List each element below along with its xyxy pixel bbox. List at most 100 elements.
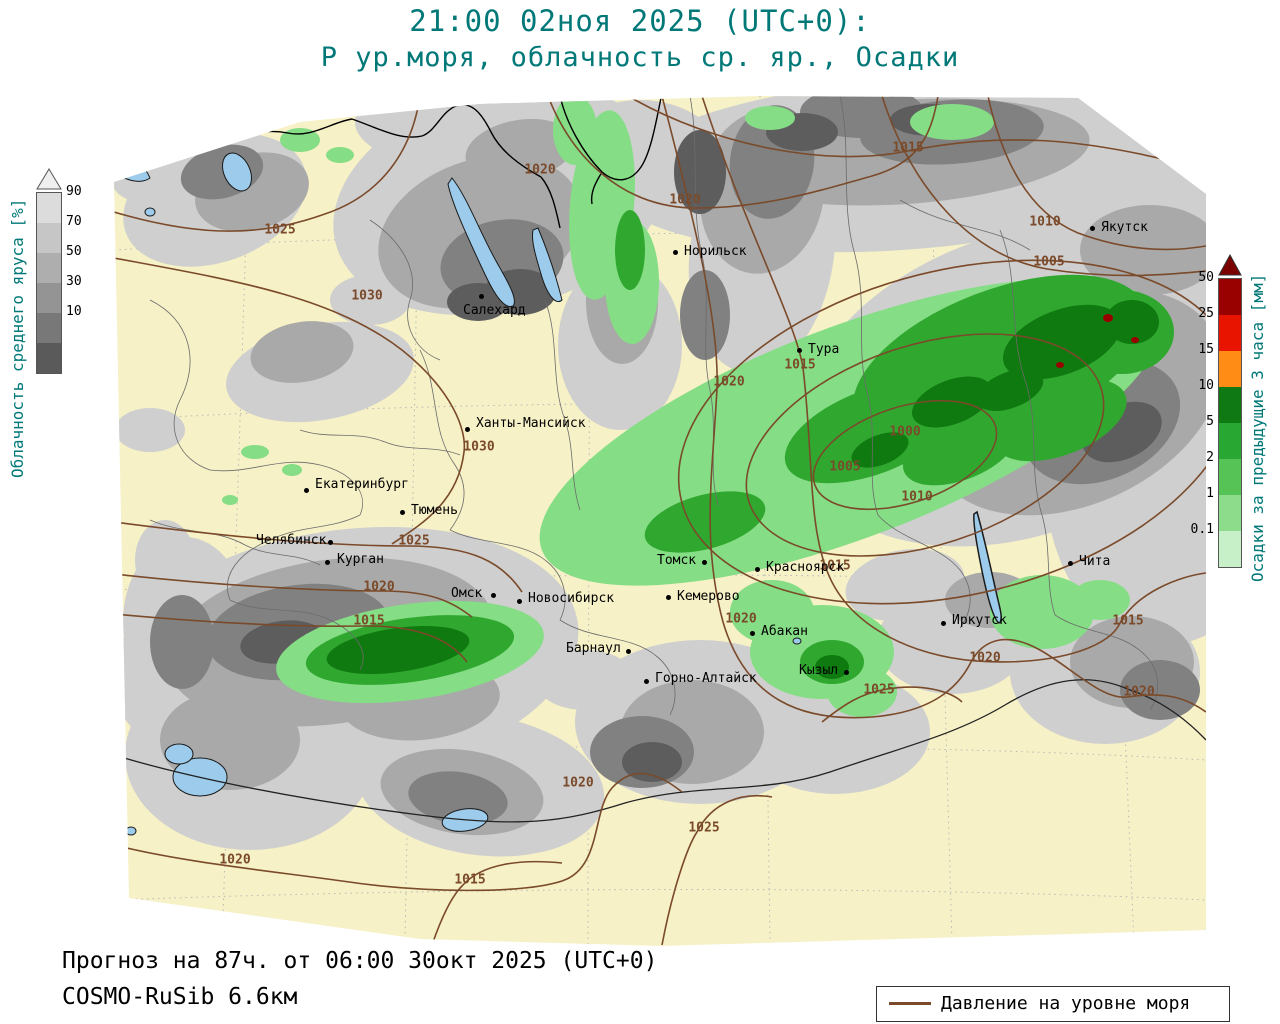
colorbar-segment [37, 343, 61, 373]
city-dot [941, 621, 946, 626]
colorbar-segment [37, 193, 61, 223]
city-dot [517, 599, 522, 604]
isobar-label: 1020 [562, 775, 594, 791]
colorbar-tick: 90 [66, 184, 82, 199]
colorbar-tick: 50 [1198, 270, 1214, 285]
title-variables: Р ур.моря, облачность ср. яр., Осадки [320, 42, 960, 73]
isobar-label: 1020 [713, 374, 745, 390]
title-datetime: 21:00 02ноя 2025 (UTC+0): [409, 4, 871, 38]
precip-colorbar [1218, 278, 1242, 568]
isobar-label: 1010 [1029, 214, 1061, 230]
city-label: Абакан [761, 624, 808, 639]
isobar-label: 1020 [725, 611, 757, 627]
model-info: COSMO-RuSib 6.6км [62, 984, 298, 1010]
colorbar-segment [37, 313, 61, 343]
city-dot [626, 649, 631, 654]
colorbar-tick: 30 [66, 274, 82, 289]
water-bodies [114, 149, 1002, 836]
city-dot [1090, 226, 1095, 231]
isobar-label: 1015 [819, 558, 851, 574]
city-dot [673, 250, 678, 255]
city-label: Тура [808, 342, 840, 357]
isobar-label: 1020 [669, 192, 701, 208]
city-label: Омск [451, 586, 483, 601]
isobar-label: 1020 [1123, 684, 1155, 700]
colorbar-tick: 25 [1198, 306, 1214, 321]
colorbar-segment [1219, 315, 1241, 351]
city-dot [465, 427, 470, 432]
colorbar-tick: 5 [1206, 414, 1214, 429]
city-label: Кызыл [799, 663, 839, 678]
precip-colorbar-label: Осадки за предыдущие 3 часа [мм] [1248, 273, 1267, 582]
city-dot [844, 670, 849, 675]
precip-up-arrow-icon [1218, 254, 1242, 276]
isobar-label: 1010 [901, 489, 933, 505]
forecast-info: Прогноз на 87ч. от 06:00 30окт 2025 (UTC… [62, 948, 658, 974]
colorbar-segment [37, 283, 61, 313]
isobar-label: 1030 [463, 439, 495, 455]
colorbar-segment [1219, 387, 1241, 423]
city-label: Челябинск [256, 533, 327, 548]
cloudiness-colorbar [36, 192, 62, 374]
isobar-label: 1005 [829, 459, 861, 475]
city-label: Томск [657, 553, 697, 568]
colorbar-tick: 15 [1198, 342, 1214, 357]
colorbar-segment [1219, 531, 1241, 567]
city-label: Норильск [684, 244, 747, 259]
city-dot [797, 348, 802, 353]
cloudiness-colorbar-label: Облачность среднего яруса [%] [8, 198, 27, 478]
city-label: Барнаул [566, 641, 621, 656]
precip-layer-heavy [326, 300, 1159, 679]
colorbar-tick: 10 [1198, 378, 1214, 393]
city-dot [304, 488, 309, 493]
city-dot [666, 595, 671, 600]
colorbar-tick: 50 [66, 244, 82, 259]
city-label: Кемерово [677, 589, 740, 604]
isobar-label: 1005 [1033, 254, 1065, 270]
precip-layer-extreme [1056, 314, 1139, 368]
isobar-label: 1025 [264, 222, 296, 238]
isobar-label: 1020 [524, 162, 556, 178]
isobar-label: 1015 [454, 872, 486, 888]
pressure-legend-line [889, 1002, 931, 1005]
colorbar-segment [37, 223, 61, 253]
pressure-legend-label: Давление на уровне моря [941, 993, 1191, 1014]
city-label: Якутск [1101, 220, 1148, 235]
city-label: Красноярск [766, 560, 845, 575]
colorbar-tick: 10 [66, 304, 82, 319]
city-label: Салехард [463, 303, 526, 318]
isobar-label: 1015 [892, 140, 924, 156]
colorbar-segment [1219, 423, 1241, 459]
pressure-legend: Давление на уровне моря [876, 986, 1230, 1022]
colorbar-segment [1219, 459, 1241, 495]
city-label: Екатеринбург [315, 477, 409, 492]
city-dot [702, 560, 707, 565]
city-dot [644, 679, 649, 684]
isobar-label: 1015 [1112, 613, 1144, 629]
isobar-label: 1030 [351, 288, 383, 304]
colorbar-tick: 0.1 [1190, 522, 1214, 537]
city-label: Тюмень [411, 503, 458, 518]
city-dot [491, 593, 496, 598]
isobar-label: 1020 [219, 852, 251, 868]
colorbar-segment [1219, 495, 1241, 531]
isobar-label: 1020 [969, 650, 1001, 666]
isobar-label: 1015 [784, 357, 816, 373]
city-dot [479, 294, 484, 299]
colorbar-tick: 2 [1206, 450, 1214, 465]
isobar-label: 1020 [363, 579, 395, 595]
colorbar-segment [1219, 279, 1241, 315]
isobar-label: 1015 [353, 613, 385, 629]
isobar-label: 1025 [688, 820, 720, 836]
city-label: Чита [1079, 554, 1111, 569]
cloudiness-up-arrow-icon [36, 168, 62, 190]
city-label: Курган [337, 552, 384, 567]
city-label: Иркутск [952, 613, 1007, 628]
page-title: 21:00 02ноя 2025 (UTC+0): Р ур.моря, обл… [0, 4, 1280, 73]
colorbar-tick: 70 [66, 214, 82, 229]
city-label: Ханты-Мансийск [476, 416, 586, 431]
city-label: Горно-Алтайск [655, 671, 757, 686]
colorbar-segment [37, 253, 61, 283]
